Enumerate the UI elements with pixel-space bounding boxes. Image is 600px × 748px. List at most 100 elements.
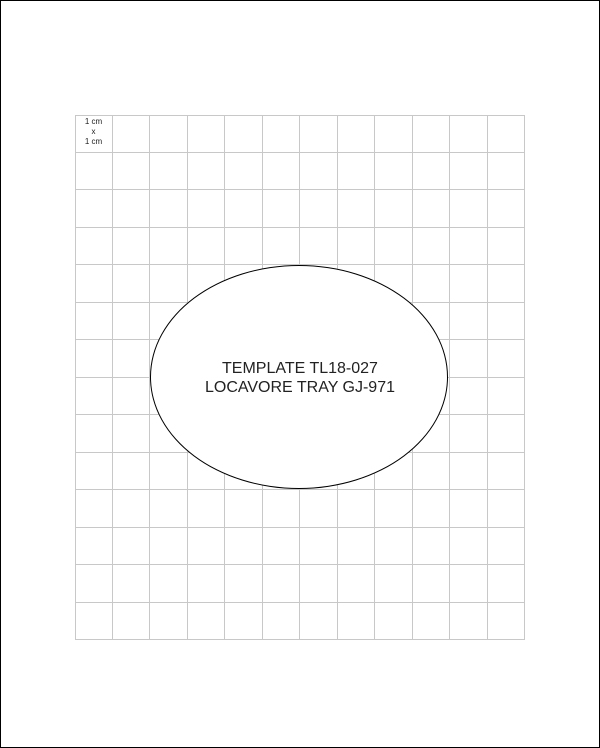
grid-cell xyxy=(300,565,338,603)
grid-cell xyxy=(150,565,188,603)
grid-cell xyxy=(412,227,450,265)
grid-cell xyxy=(112,452,150,490)
grid-cell xyxy=(412,565,450,603)
grid-cell xyxy=(262,190,300,228)
grid-cell xyxy=(412,415,450,453)
grid-cell xyxy=(75,152,113,190)
grid-cell xyxy=(187,565,225,603)
grid-cell xyxy=(412,602,450,640)
grid-cell xyxy=(150,227,188,265)
grid-cell xyxy=(150,152,188,190)
grid-cell xyxy=(375,190,413,228)
grid-cell xyxy=(487,152,525,190)
grid-cell xyxy=(262,565,300,603)
grid-cell xyxy=(150,602,188,640)
grid-cell xyxy=(375,527,413,565)
grid-cell xyxy=(112,527,150,565)
grid-cell xyxy=(75,490,113,528)
grid-cell xyxy=(75,602,113,640)
scale-label-line-3: 1 cm xyxy=(84,137,103,146)
grid-cell xyxy=(225,227,263,265)
grid-cell xyxy=(187,490,225,528)
grid-cell xyxy=(150,452,188,490)
grid-cell xyxy=(187,602,225,640)
grid-cell xyxy=(75,452,113,490)
template-id: TEMPLATE TL18-027 xyxy=(222,360,378,377)
grid-cell xyxy=(412,527,450,565)
grid-cell xyxy=(187,227,225,265)
grid-cell xyxy=(112,265,150,303)
grid-cell xyxy=(450,415,488,453)
grid-cell xyxy=(450,490,488,528)
grid-cell xyxy=(300,190,338,228)
grid-cell xyxy=(75,190,113,228)
grid-cell xyxy=(187,190,225,228)
grid-cell xyxy=(112,190,150,228)
grid-cell xyxy=(412,265,450,303)
grid-cell xyxy=(112,602,150,640)
grid-cell xyxy=(112,302,150,340)
product-name: LOCAVORE TRAY GJ-971 xyxy=(205,379,395,396)
grid-cell xyxy=(112,490,150,528)
grid-cell xyxy=(75,377,113,415)
grid-cell xyxy=(487,340,525,378)
grid-cell xyxy=(150,527,188,565)
grid-cell xyxy=(450,152,488,190)
grid-cell xyxy=(487,565,525,603)
grid-cell xyxy=(450,115,488,153)
grid-cell xyxy=(450,340,488,378)
grid-cell xyxy=(450,452,488,490)
grid-cell xyxy=(262,115,300,153)
scale-label: 1 cm x 1 cm xyxy=(75,117,112,147)
grid-cell xyxy=(375,602,413,640)
grid-cell xyxy=(337,490,375,528)
grid-cell xyxy=(412,452,450,490)
grid-cell xyxy=(75,265,113,303)
grid-cell xyxy=(225,490,263,528)
grid-cell xyxy=(112,152,150,190)
grid-cell xyxy=(225,602,263,640)
grid-cell xyxy=(450,602,488,640)
grid-cell xyxy=(187,115,225,153)
grid-cell xyxy=(112,227,150,265)
grid-cell xyxy=(262,152,300,190)
scale-label-line-1: 1 cm xyxy=(84,117,103,126)
grid-cell xyxy=(487,190,525,228)
grid-cell xyxy=(300,227,338,265)
grid-cell xyxy=(450,377,488,415)
grid-cell xyxy=(412,115,450,153)
grid-cell xyxy=(487,415,525,453)
grid-cell xyxy=(225,115,263,153)
grid-cell xyxy=(75,115,113,153)
grid-cell xyxy=(75,415,113,453)
grid-cell xyxy=(375,115,413,153)
grid-cell xyxy=(337,152,375,190)
grid-cell xyxy=(375,452,413,490)
grid-cell xyxy=(75,565,113,603)
grid-cell xyxy=(412,490,450,528)
grid-cell xyxy=(375,490,413,528)
grid-cell xyxy=(300,602,338,640)
grid-cell xyxy=(75,527,113,565)
grid-cell xyxy=(112,115,150,153)
grid-cell xyxy=(487,527,525,565)
template-caption: TEMPLATE TL18-027 LOCAVORE TRAY GJ-971 xyxy=(150,359,450,397)
oval-template-outline xyxy=(150,265,448,489)
grid-cell xyxy=(112,340,150,378)
grid-cell xyxy=(112,565,150,603)
grid-cell xyxy=(412,152,450,190)
grid-cell xyxy=(225,527,263,565)
grid-cell xyxy=(337,115,375,153)
grid-cell xyxy=(112,415,150,453)
grid-cell xyxy=(450,302,488,340)
grid-cell xyxy=(187,152,225,190)
grid-cell xyxy=(262,227,300,265)
grid-cell xyxy=(375,227,413,265)
grid-cell xyxy=(300,527,338,565)
grid-cell xyxy=(412,190,450,228)
scale-label-line-2: x xyxy=(91,127,96,136)
grid-cell xyxy=(450,190,488,228)
grid-cell xyxy=(262,527,300,565)
grid-cell xyxy=(225,565,263,603)
grid-cell xyxy=(75,340,113,378)
